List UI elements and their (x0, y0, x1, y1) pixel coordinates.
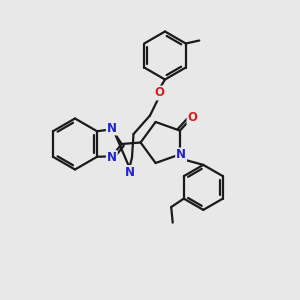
Text: N: N (107, 151, 117, 164)
Text: N: N (124, 166, 135, 179)
Text: O: O (188, 111, 197, 124)
Text: N: N (176, 148, 186, 161)
Text: O: O (154, 86, 164, 100)
Text: N: N (107, 122, 117, 134)
